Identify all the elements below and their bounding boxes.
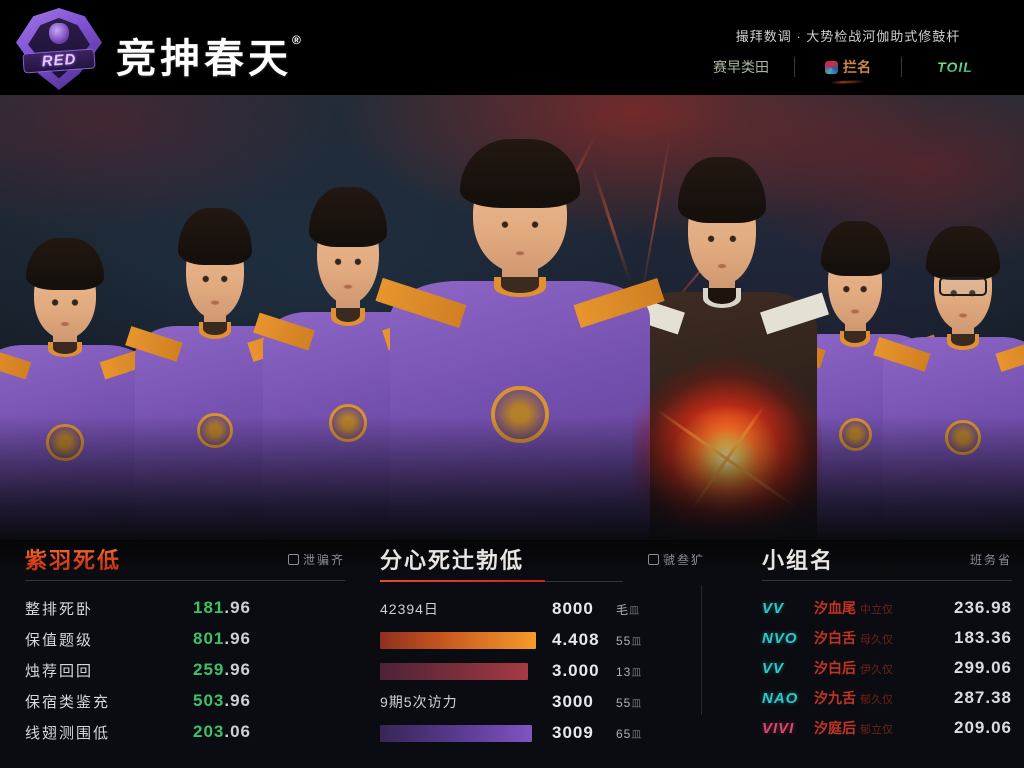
panel-more-link[interactable]: 泄骗齐 — [287, 551, 345, 568]
rank-icon — [825, 60, 838, 74]
player-figure — [780, 218, 930, 540]
nav-item-toil[interactable]: TOIL — [902, 59, 1008, 75]
panel-divider — [762, 580, 1012, 581]
stats-section: 紫羽死低 泄骗齐 整排死卧 181.96 保值题级 801.96 烛荐回回 — [0, 540, 1024, 768]
panel-vertical-divider — [701, 585, 702, 715]
ranking-row[interactable]: NAO 汐九舌 郁久仅 287.38 — [762, 688, 1012, 707]
logo-banner: RED — [22, 48, 96, 73]
team-tag: NVO — [762, 629, 798, 647]
team-logo[interactable]: RED — [16, 8, 102, 90]
jersey-emblem — [491, 386, 549, 444]
stat-row: 保宿类鉴充 503.96 — [25, 691, 252, 711]
panel-divider — [25, 580, 345, 581]
bar-orange — [380, 631, 536, 649]
stat-row: 保值题级 801.96 — [25, 629, 252, 649]
player-figure — [263, 183, 433, 540]
stat-row: 整排死卧 181.96 — [25, 598, 252, 618]
grid-icon — [287, 553, 299, 565]
stat-row: 线翅测围低 203.06 — [25, 722, 252, 742]
stat-value: 181.96 — [193, 598, 252, 617]
team-photo — [0, 95, 1024, 540]
stats-panel-right: 小组名 班务省 VV 汐血尾 中立仅 236.98 NVO 汐白舌 母久仅 183.… — [762, 540, 1012, 747]
top-header: RED 竞抻春天® 撮拜数调 · 大势检战河伽助式修鼓杆 赛早类田 拦名 TOI… — [0, 0, 1024, 95]
player-figure-center — [390, 135, 650, 540]
registered-mark: ® — [292, 33, 301, 47]
stat-row: 4.408 55皿 — [380, 629, 705, 651]
panel-more-link[interactable]: 班务省 — [969, 552, 1012, 567]
panel-title: 紫羽死低 — [25, 543, 121, 575]
stats-panel-left: 紫羽死低 泄骗齐 整排死卧 181.96 保值题级 801.96 烛荐回回 — [25, 540, 345, 752]
team-tag: VIVI — [762, 719, 795, 737]
stat-row: 9期5次访力 3000 55皿 — [380, 692, 643, 711]
light-beam — [641, 136, 671, 294]
logo-badge-text: RED — [41, 50, 77, 71]
panel-divider — [380, 580, 705, 582]
grid-icon — [647, 553, 659, 565]
ranking-value: 209.06 — [954, 718, 1012, 737]
player-figure — [0, 235, 150, 540]
light-beam — [524, 133, 599, 267]
ranking-row[interactable]: VV 汐白后 伊久仅 299.06 — [762, 658, 1012, 677]
ranking-value: 183.36 — [954, 628, 1012, 647]
ranking-value: 299.06 — [954, 658, 1012, 677]
stats-panel-middle: 分心死辻勃低 虢叁犷 42394日 8000 毛皿 4.408 55皿 — [380, 540, 705, 753]
panel-more-link[interactable]: 虢叁犷 — [647, 551, 705, 568]
stat-row: 42394日 8000 毛皿 — [380, 599, 641, 618]
bar-purple — [380, 724, 532, 742]
nav-divider — [901, 57, 902, 77]
stat-row: 3.000 13皿 — [380, 660, 705, 682]
glasses-icon — [939, 276, 987, 296]
bar-maroon — [380, 662, 528, 680]
light-beam — [591, 167, 632, 283]
team-tag: VV — [762, 659, 785, 677]
stat-value: 503.96 — [193, 691, 252, 710]
stat-value: 801.96 — [193, 629, 252, 648]
player-figure-glasses — [883, 223, 1024, 540]
panel-title: 分心死辻勃低 — [380, 548, 525, 573]
panel-title: 小组名 — [762, 548, 835, 573]
player-figure — [135, 205, 295, 540]
ranking-value: 287.38 — [954, 688, 1012, 707]
top-navigation: 赛早类田 拦名 TOIL — [688, 52, 1008, 82]
nav-item-0[interactable]: 赛早类田 — [713, 59, 769, 75]
stat-value: 259.96 — [193, 660, 252, 679]
red-energy-burst-effect — [632, 350, 822, 540]
stat-row: 烛荐回回 259.96 — [25, 660, 252, 680]
logo-gem-icon — [48, 22, 70, 45]
stat-row: 3009 65皿 — [380, 722, 705, 744]
player-figure-dark-jersey — [627, 153, 817, 540]
header-tagline: 撮拜数调 · 大势检战河伽助式修鼓杆 — [735, 29, 961, 44]
nav-item-ranking[interactable]: 拦名 — [795, 57, 901, 77]
ranking-row[interactable]: VV 汐血尾 中立仅 236.98 — [762, 598, 1012, 617]
team-tag: NAO — [762, 689, 799, 707]
ranking-row[interactable]: NVO 汐白舌 母久仅 183.36 — [762, 628, 1012, 647]
ranking-row[interactable]: VIVI 汐庭后 郁立仅 209.06 — [762, 718, 1012, 737]
team-tag: VV — [762, 599, 785, 617]
page-title: 竞抻春天® — [116, 33, 301, 81]
light-beam — [664, 227, 738, 313]
ranking-value: 236.98 — [954, 598, 1012, 617]
stat-value: 203.06 — [193, 722, 252, 741]
